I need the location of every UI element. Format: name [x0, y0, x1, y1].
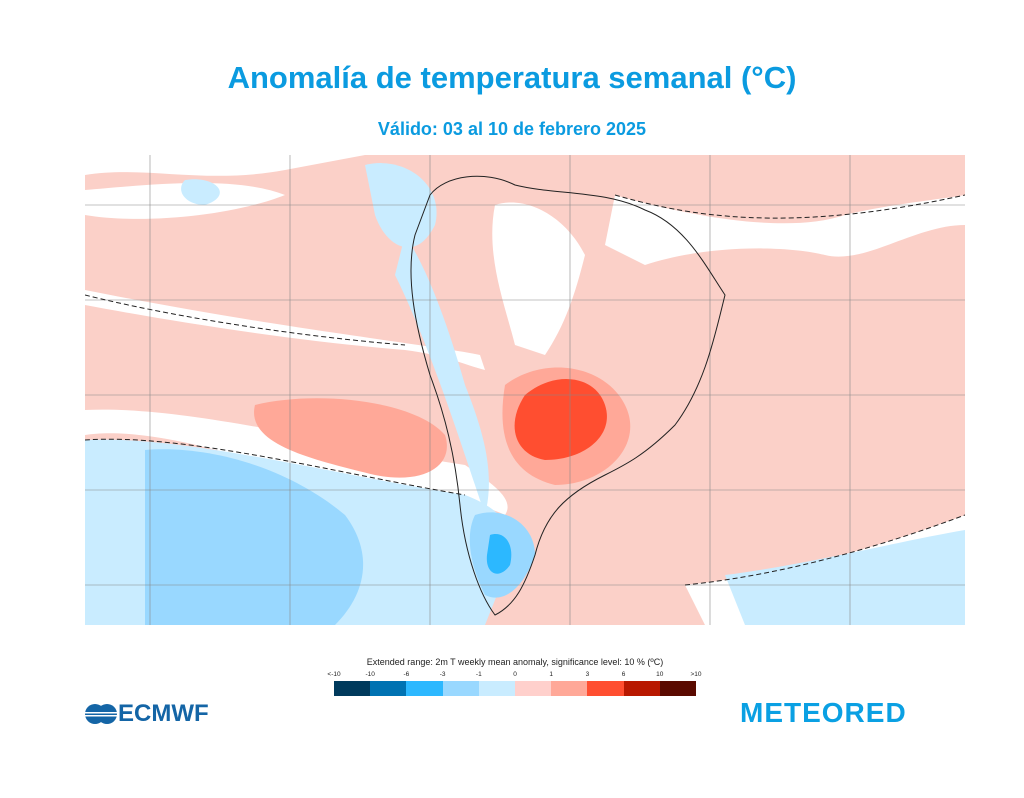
- near-zero-region: [492, 202, 585, 355]
- legend-color-swatch: [623, 681, 660, 696]
- legend-ticks: <-10 -10 -6 -3 -1 0 1 3 6 10 >10: [327, 671, 701, 681]
- legend-color-swatch: [659, 681, 697, 696]
- positive-anomaly-region: [514, 378, 607, 460]
- ecmwf-logo-text: ECMWF: [118, 700, 209, 727]
- positive-anomaly-region: [254, 398, 447, 478]
- legend-tick: 6: [621, 671, 626, 678]
- legend-color-swatch: [515, 681, 552, 696]
- legend-color-swatch: [406, 681, 443, 696]
- anomaly-map: [85, 155, 965, 625]
- legend-tick: 0: [513, 671, 517, 678]
- legend-colorbar: [334, 681, 697, 696]
- graticule: [85, 155, 965, 625]
- significance-contour: [85, 194, 965, 586]
- legend-tick: -3: [439, 671, 446, 678]
- page-title: Anomalía de temperatura semanal (°C): [227, 60, 797, 95]
- legend-tick: >10: [690, 671, 702, 678]
- legend-tick: -1: [475, 671, 482, 678]
- meteored-logo: METEORED: [740, 697, 907, 728]
- negative-anomaly-region: [486, 534, 512, 574]
- near-zero-region: [605, 195, 965, 265]
- legend-tick: -6: [403, 671, 410, 678]
- legend-color-swatch: [442, 681, 479, 696]
- legend-color-swatch: [370, 681, 407, 696]
- valid-date: Válido: 03 al 10 de febrero 2025: [377, 119, 647, 139]
- near-zero-region: [85, 290, 485, 370]
- negative-anomaly-region: [181, 179, 220, 205]
- legend-tick: 10: [656, 671, 664, 678]
- ecmwf-logo-icon: [84, 704, 118, 724]
- legend-color-swatch: [334, 681, 371, 696]
- ecmwf-logo: ECMWF: [84, 700, 209, 728]
- legend-color-swatch: [478, 681, 516, 696]
- legend-tick: 3: [585, 671, 590, 678]
- legend-tick: 1: [549, 671, 553, 678]
- legend-tick: <-10: [327, 671, 341, 678]
- negative-anomaly-region: [145, 449, 364, 625]
- near-zero-region: [85, 183, 285, 219]
- near-zero-region: [85, 155, 365, 176]
- negative-anomaly-region: [395, 235, 489, 515]
- legend-title: Extended range: 2m T weekly mean anomaly…: [366, 657, 664, 667]
- legend-tick: -10: [365, 671, 375, 678]
- legend-color-swatch: [587, 681, 624, 696]
- negative-anomaly-region: [725, 530, 965, 625]
- coastline: [410, 175, 726, 616]
- legend-color-swatch: [551, 681, 588, 696]
